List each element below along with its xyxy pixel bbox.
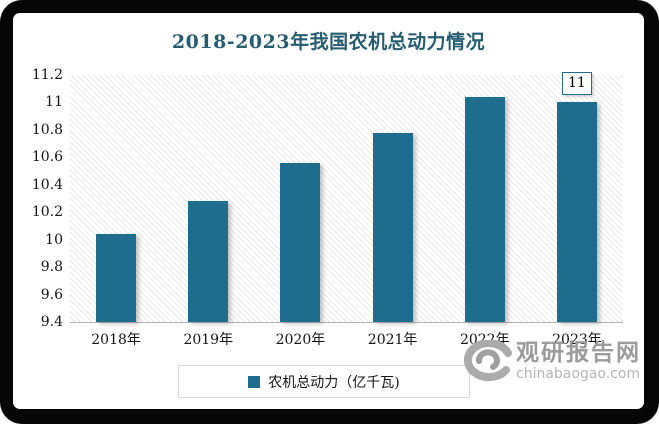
legend: 农机总动力（亿千瓦) xyxy=(178,365,470,398)
chart-title: 2018-2023年我国农机总动力情况 xyxy=(171,31,486,53)
bar-2018年 xyxy=(96,234,137,322)
x-tick-label: 2022年 xyxy=(459,332,510,348)
x-axis: 2018年 2019年 2020年 2021年 2022年 2023年 xyxy=(70,329,623,349)
x-tick-label: 2020年 xyxy=(275,332,326,348)
bar-2023年 xyxy=(556,102,597,322)
watermark-domain: chinabaogao.com xyxy=(516,366,641,383)
bar-2022年 xyxy=(464,96,505,322)
x-tick-label: 2019年 xyxy=(183,332,234,348)
y-tick-label: 9.4 xyxy=(40,314,63,330)
chart-canvas: 2018-2023年我国农机总动力情况 9.4 9.6 9.8 10 10.2 10.4 1… xyxy=(13,13,644,409)
y-tick-label: 9.6 xyxy=(40,286,63,303)
data-label-2023年: 11 xyxy=(561,72,592,96)
y-tick-label: 11 xyxy=(45,94,63,111)
y-tick-label: 10.2 xyxy=(31,204,63,221)
bar-2019年 xyxy=(188,201,229,322)
y-tick-label: 10 xyxy=(45,231,63,248)
x-tick-label: 2018年 xyxy=(91,332,141,348)
bar-2021年 xyxy=(372,132,413,322)
y-tick-label: 10.6 xyxy=(31,149,63,166)
x-tick-label: 2023年 xyxy=(552,332,602,348)
y-tick-label: 11.2 xyxy=(31,67,63,83)
legend-label: 农机总动力（亿千瓦) xyxy=(268,374,400,391)
y-tick-label: 10.4 xyxy=(31,176,63,193)
legend-swatch-icon xyxy=(248,375,261,388)
plot-area: 11 xyxy=(70,72,623,323)
y-tick-label: 9.8 xyxy=(40,259,63,276)
bar-2020年 xyxy=(280,162,321,322)
y-axis: 9.4 9.6 9.8 10 10.2 10.4 10.6 10.8 11 11.2 xyxy=(13,67,63,330)
y-tick-label: 10.8 xyxy=(31,121,63,138)
x-tick-label: 2021年 xyxy=(367,332,418,348)
